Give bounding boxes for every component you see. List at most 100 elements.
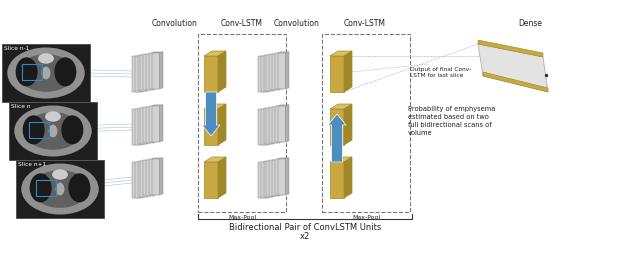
Polygon shape — [218, 104, 226, 145]
Bar — [198, 34, 286, 212]
Polygon shape — [285, 158, 289, 195]
Bar — [261, 56, 269, 92]
Bar — [330, 109, 344, 145]
Bar — [138, 161, 146, 197]
Bar — [266, 107, 275, 144]
Bar — [36, 180, 56, 196]
Bar — [278, 53, 285, 89]
Bar — [272, 107, 280, 142]
Bar — [132, 56, 140, 92]
Text: x2: x2 — [300, 232, 310, 241]
Ellipse shape — [14, 105, 92, 156]
Bar — [269, 160, 277, 196]
Text: Max-Pool: Max-Pool — [352, 215, 380, 220]
Bar — [269, 54, 277, 90]
Ellipse shape — [17, 54, 75, 92]
Bar — [261, 161, 269, 198]
Bar — [146, 107, 154, 142]
Ellipse shape — [24, 112, 82, 150]
Text: Conv-LSTM: Conv-LSTM — [221, 19, 263, 28]
Ellipse shape — [21, 164, 99, 215]
Bar — [2, 44, 90, 102]
Polygon shape — [483, 72, 548, 92]
Bar — [149, 159, 157, 195]
Bar — [135, 56, 143, 92]
Bar — [266, 55, 275, 90]
Text: Slice n+1: Slice n+1 — [18, 162, 46, 167]
Ellipse shape — [29, 173, 52, 202]
Bar — [9, 102, 97, 160]
Text: Conv-LSTM: Conv-LSTM — [344, 19, 386, 28]
Polygon shape — [218, 51, 226, 92]
Bar — [152, 158, 159, 195]
Polygon shape — [478, 44, 548, 92]
Bar — [149, 106, 157, 142]
Text: Bidirectional Pair of ConvLSTM Units: Bidirectional Pair of ConvLSTM Units — [229, 223, 381, 232]
Text: Convolution: Convolution — [274, 19, 320, 28]
Ellipse shape — [42, 67, 51, 79]
Bar — [204, 162, 218, 198]
Ellipse shape — [22, 115, 45, 144]
Text: Output of final Conv-
LSTM for last slice: Output of final Conv- LSTM for last slic… — [410, 67, 471, 78]
Bar — [152, 105, 159, 141]
Ellipse shape — [7, 47, 84, 99]
Polygon shape — [152, 52, 163, 53]
Text: Convolution: Convolution — [152, 19, 198, 28]
Bar — [143, 160, 151, 196]
Text: Probability of emphysema
estimated based on two
full bidirectional scans of
volu: Probability of emphysema estimated based… — [408, 106, 495, 136]
Bar — [264, 55, 271, 91]
Bar — [330, 162, 344, 198]
Polygon shape — [330, 157, 352, 162]
Bar — [269, 107, 277, 143]
Bar — [152, 53, 159, 89]
Text: Slice n-1: Slice n-1 — [4, 46, 29, 51]
Bar — [275, 106, 283, 142]
Bar — [322, 34, 410, 212]
Polygon shape — [285, 52, 289, 89]
FancyArrow shape — [202, 92, 220, 136]
Bar — [258, 56, 266, 92]
Ellipse shape — [56, 182, 65, 195]
Bar — [258, 162, 266, 198]
Bar — [204, 56, 218, 92]
Bar — [132, 162, 140, 198]
Bar — [149, 53, 157, 89]
Bar — [264, 161, 271, 197]
Bar — [135, 109, 143, 144]
Bar — [140, 55, 148, 90]
Bar — [272, 159, 280, 196]
Bar — [330, 56, 344, 92]
Bar — [272, 53, 280, 90]
Polygon shape — [330, 104, 352, 109]
Ellipse shape — [68, 173, 90, 202]
Ellipse shape — [54, 57, 76, 86]
Polygon shape — [218, 157, 226, 198]
Bar — [278, 158, 285, 195]
Ellipse shape — [15, 57, 38, 86]
Bar — [22, 64, 42, 80]
Bar — [204, 109, 218, 145]
Ellipse shape — [45, 111, 61, 122]
Bar — [135, 161, 143, 198]
Bar — [143, 54, 151, 90]
Ellipse shape — [61, 115, 83, 144]
Polygon shape — [204, 51, 226, 56]
Polygon shape — [278, 52, 289, 53]
Text: Dense: Dense — [518, 19, 542, 28]
Bar — [138, 55, 146, 91]
Ellipse shape — [52, 169, 68, 180]
Bar — [261, 109, 269, 144]
FancyArrow shape — [328, 114, 346, 162]
Bar — [278, 105, 285, 141]
Bar — [29, 122, 49, 138]
Bar — [138, 108, 146, 144]
Bar — [132, 109, 140, 145]
Polygon shape — [159, 105, 163, 141]
Text: Max-Pool: Max-Pool — [228, 215, 256, 220]
Polygon shape — [285, 105, 289, 141]
Bar — [275, 159, 283, 195]
Polygon shape — [204, 157, 226, 162]
Polygon shape — [478, 40, 543, 57]
Text: Slice n: Slice n — [11, 104, 31, 109]
Bar — [140, 107, 148, 144]
